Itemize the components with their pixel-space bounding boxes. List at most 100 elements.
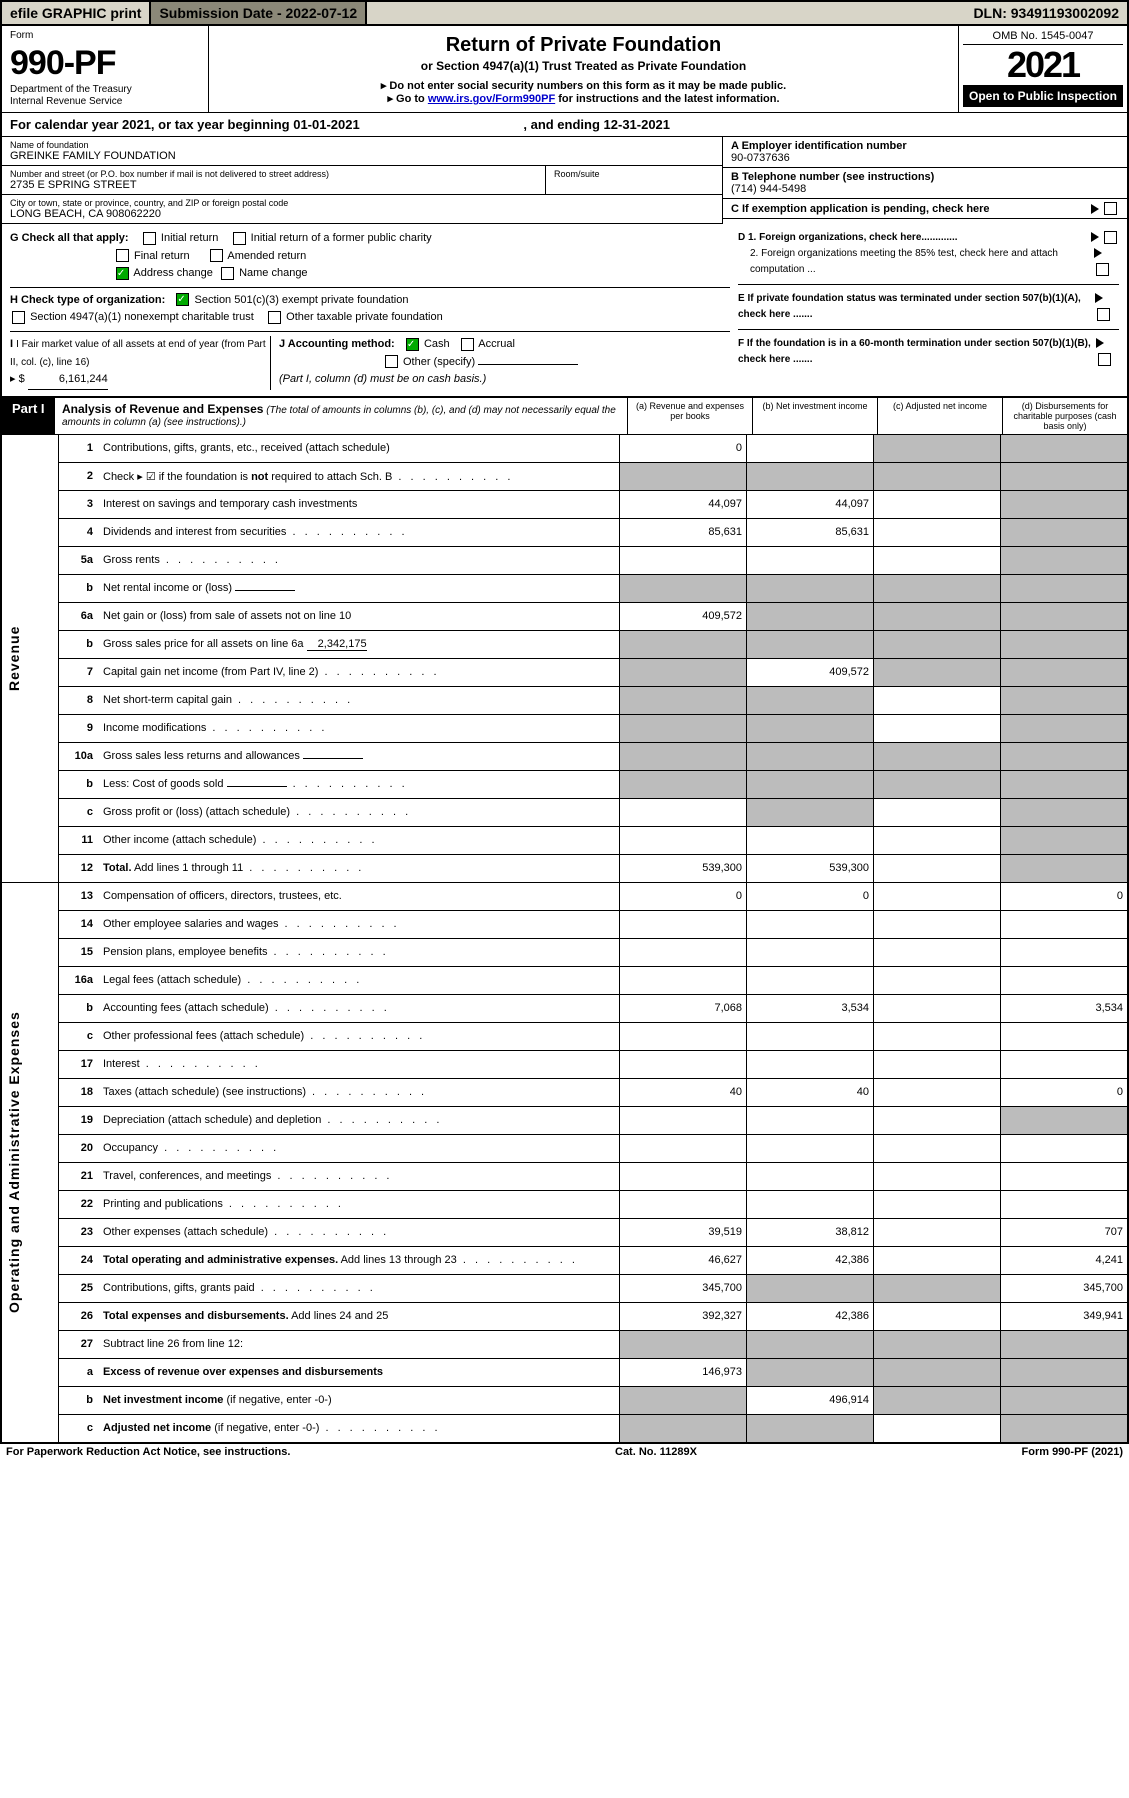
col-b-value: [747, 1050, 874, 1078]
part1-title: Analysis of Revenue and Expenses: [62, 402, 263, 416]
col-c-value: [874, 1050, 1001, 1078]
l-4947: Section 4947(a)(1) nonexempt charitable …: [30, 311, 254, 323]
row-label: Total expenses and disbursements. Add li…: [99, 1302, 620, 1330]
part1-tag: Part I: [2, 398, 55, 434]
cb-cash[interactable]: [406, 338, 419, 351]
phone-label: B Telephone number (see instructions): [731, 171, 1119, 183]
j-note: (Part I, column (d) must be on cash basi…: [279, 373, 486, 385]
table-row: 3Interest on savings and temporary cash …: [1, 490, 1128, 518]
col-c-value: [874, 1358, 1001, 1386]
col-c-value: [874, 602, 1001, 630]
form-number: 990-PF: [10, 46, 200, 80]
row-number: c: [59, 1022, 100, 1050]
table-row: cGross profit or (loss) (attach schedule…: [1, 798, 1128, 826]
l-other-method: Other (specify): [403, 356, 475, 368]
cb-d1[interactable]: [1104, 231, 1117, 244]
col-b-value: [747, 826, 874, 854]
row-number: 26: [59, 1302, 100, 1330]
row-label: Other professional fees (attach schedule…: [99, 1022, 620, 1050]
col-d-value: [1001, 770, 1129, 798]
col-a-value: 345,700: [620, 1274, 747, 1302]
col-a-value: [620, 658, 747, 686]
cb-amended[interactable]: [210, 249, 223, 262]
row-number: 11: [59, 826, 100, 854]
cb-d2[interactable]: [1096, 263, 1109, 276]
col-d-value: [1001, 546, 1129, 574]
col-c-value: [874, 798, 1001, 826]
col-a-value: 85,631: [620, 518, 747, 546]
col-c-value: [874, 938, 1001, 966]
cb-initial[interactable]: [143, 232, 156, 245]
row-number: 6a: [59, 602, 100, 630]
col-d-value: [1001, 1330, 1129, 1358]
cb-final[interactable]: [116, 249, 129, 262]
row-label: Net investment income (if negative, ente…: [99, 1386, 620, 1414]
col-c-value: [874, 1078, 1001, 1106]
col-a-value: 0: [620, 435, 747, 463]
row-label: Excess of revenue over expenses and disb…: [99, 1358, 620, 1386]
cb-4947[interactable]: [12, 311, 25, 324]
col-d-value: 707: [1001, 1218, 1129, 1246]
col-d-value: 0: [1001, 1078, 1129, 1106]
table-row: 5aGross rents: [1, 546, 1128, 574]
arrow-icon: [1094, 248, 1102, 258]
foundation-name: GREINKE FAMILY FOUNDATION: [10, 150, 714, 162]
row-label: Adjusted net income (if negative, enter …: [99, 1414, 620, 1443]
cb-address[interactable]: [116, 267, 129, 280]
row-number: 7: [59, 658, 100, 686]
col-d-value: [1001, 435, 1129, 463]
cb-e[interactable]: [1097, 308, 1110, 321]
col-d-value: [1001, 1190, 1129, 1218]
col-b-value: [747, 1134, 874, 1162]
l-amended: Amended return: [227, 250, 306, 262]
row-label: Total. Add lines 1 through 11: [99, 854, 620, 882]
col-a-value: [620, 1330, 747, 1358]
row-label: Taxes (attach schedule) (see instruction…: [99, 1078, 620, 1106]
col-a-value: [620, 630, 747, 658]
col-a-value: [620, 966, 747, 994]
footer-mid: Cat. No. 11289X: [615, 1446, 697, 1458]
table-row: 21Travel, conferences, and meetings: [1, 1162, 1128, 1190]
cb-501c3[interactable]: [176, 293, 189, 306]
col-b-value: [747, 1162, 874, 1190]
section-g-h: G Check all that apply: Initial return I…: [0, 224, 1129, 397]
ein: 90-0737636: [731, 152, 1119, 164]
cb-accrual[interactable]: [461, 338, 474, 351]
cb-name-change[interactable]: [221, 267, 234, 280]
col-c-value: [874, 1386, 1001, 1414]
row-label: Other expenses (attach schedule): [99, 1218, 620, 1246]
name-label: Name of foundation: [10, 140, 714, 150]
cb-other-tax[interactable]: [268, 311, 281, 324]
cb-initial-former[interactable]: [233, 232, 246, 245]
col-c-value: [874, 1022, 1001, 1050]
open-public: Open to Public Inspection: [963, 85, 1123, 107]
row-label: Gross rents: [99, 546, 620, 574]
cb-f[interactable]: [1098, 353, 1111, 366]
cb-other-method[interactable]: [385, 355, 398, 368]
col-a-value: [620, 742, 747, 770]
row-number: 1: [59, 435, 100, 463]
row-label: Travel, conferences, and meetings: [99, 1162, 620, 1190]
row-number: 21: [59, 1162, 100, 1190]
other-method-input[interactable]: [478, 364, 578, 365]
table-row: 6aNet gain or (loss) from sale of assets…: [1, 602, 1128, 630]
col-d-value: [1001, 1162, 1129, 1190]
inline-value: 2,342,175: [307, 638, 367, 651]
col-a-value: [620, 1162, 747, 1190]
col-d-value: [1001, 742, 1129, 770]
instr1: ▸ Do not enter social security numbers o…: [215, 79, 952, 92]
row-number: 18: [59, 1078, 100, 1106]
row-number: c: [59, 1414, 100, 1443]
d1-label: D 1. Foreign organizations, check here..…: [738, 230, 958, 246]
col-b-value: [747, 435, 874, 463]
table-row: bNet investment income (if negative, ent…: [1, 1386, 1128, 1414]
col-d-value: [1001, 1358, 1129, 1386]
row-number: 10a: [59, 742, 100, 770]
form-link[interactable]: www.irs.gov/Form990PF: [428, 93, 555, 105]
col-d-value: [1001, 574, 1129, 602]
table-row: cAdjusted net income (if negative, enter…: [1, 1414, 1128, 1443]
c-checkbox[interactable]: [1104, 202, 1117, 215]
table-row: 2Check ▸ ☑ if the foundation is not requ…: [1, 462, 1128, 490]
col-c-value: [874, 742, 1001, 770]
col-b-value: 496,914: [747, 1386, 874, 1414]
